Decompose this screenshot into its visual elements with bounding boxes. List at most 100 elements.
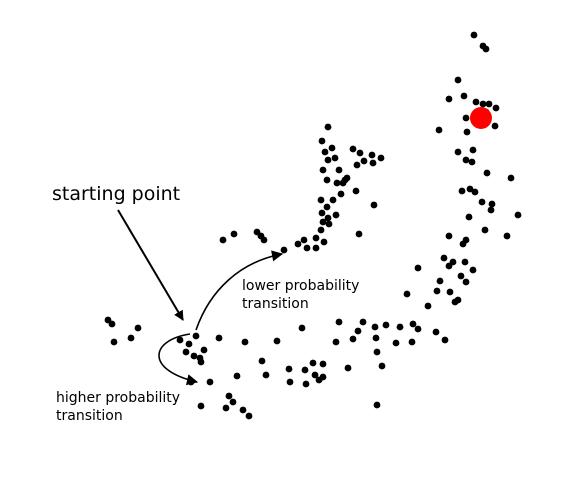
point-marker [324,177,331,184]
point-marker [492,123,499,130]
point-marker [246,413,253,420]
point-marker [304,245,311,252]
point-marker [436,127,443,134]
point-marker [263,372,270,379]
point-marker [354,162,361,169]
point-marker [231,231,238,238]
point-marker [313,245,320,252]
point-marker [374,402,381,409]
point-marker [330,197,337,204]
point-marker [320,167,327,174]
point-marker [472,189,479,196]
point-marker [397,324,404,331]
point-marker [484,170,491,177]
point-marker [353,188,360,195]
point-marker [242,339,249,346]
point-marker [463,279,470,286]
point-marker [470,147,477,154]
point-marker [369,152,376,159]
point-marker [462,259,469,266]
point-marker [458,273,465,280]
point-marker [415,326,422,333]
point-marker [446,263,453,270]
point-marker [379,363,386,370]
point-marker [338,191,345,198]
point-marker [415,265,422,272]
point-marker [425,303,432,310]
point-marker [198,403,205,410]
point-marker [234,373,241,380]
point-marker [226,393,233,400]
point-marker [434,288,441,295]
point-marker [473,99,480,106]
point-marker [295,241,302,248]
point-marker [332,155,339,162]
point-marker [464,129,471,136]
point-marker [345,365,352,372]
point-marker [313,235,320,242]
point-marker [486,101,493,108]
higher-probability-label: higher probability transition [56,389,180,425]
point-marker [183,349,190,356]
point-marker [350,146,357,153]
point-marker [342,177,349,184]
target-point [470,107,492,129]
point-marker [373,335,380,342]
lower-probability-label: lower probability transition [242,277,359,313]
point-marker [489,201,496,208]
point-marker [318,227,325,234]
point-marker [198,359,205,366]
point-marker [286,366,293,373]
point-marker [223,405,230,412]
point-marker [287,379,294,386]
higher-probability-label-line-2: transition [56,407,180,425]
point-marker [281,247,288,254]
point-marker [404,291,411,298]
point-marker [463,237,470,244]
point-marker [378,155,385,162]
point-marker [409,339,416,346]
point-marker [333,212,340,219]
points-layer [105,32,522,420]
point-marker [515,212,522,219]
point-marker [301,237,308,244]
point-marker [455,149,462,156]
point-marker [471,32,478,39]
point-marker [437,278,444,285]
point-marker [455,77,462,84]
point-marker [220,237,227,244]
point-marker [319,138,326,145]
point-marker [442,337,449,344]
point-marker [303,381,310,388]
point-marker [374,349,381,356]
point-marker [325,157,332,164]
point-marker [469,159,476,166]
point-marker [111,339,118,346]
point-marker [383,322,390,329]
point-marker [135,325,142,332]
starting-point-label: starting point [52,183,180,205]
point-marker [446,96,453,103]
point-marker [370,160,377,167]
point-marker [482,227,489,234]
point-marker [240,407,247,414]
point-marker [508,175,515,182]
point-marker [371,202,378,209]
point-marker [321,239,328,246]
point-marker [322,149,329,156]
point-marker [355,328,362,335]
point-marker [466,214,473,221]
lower-probability-label-line-1: lower probability [242,277,359,295]
point-marker [463,157,470,164]
point-marker [320,219,327,226]
point-marker [459,188,466,195]
point-marker [493,105,500,112]
point-marker [329,145,336,152]
point-marker [128,335,135,342]
point-marker [320,374,327,381]
point-marker [325,124,332,131]
point-marker [350,336,357,343]
point-marker [357,150,364,157]
point-marker [360,319,367,326]
point-marker [479,199,486,206]
